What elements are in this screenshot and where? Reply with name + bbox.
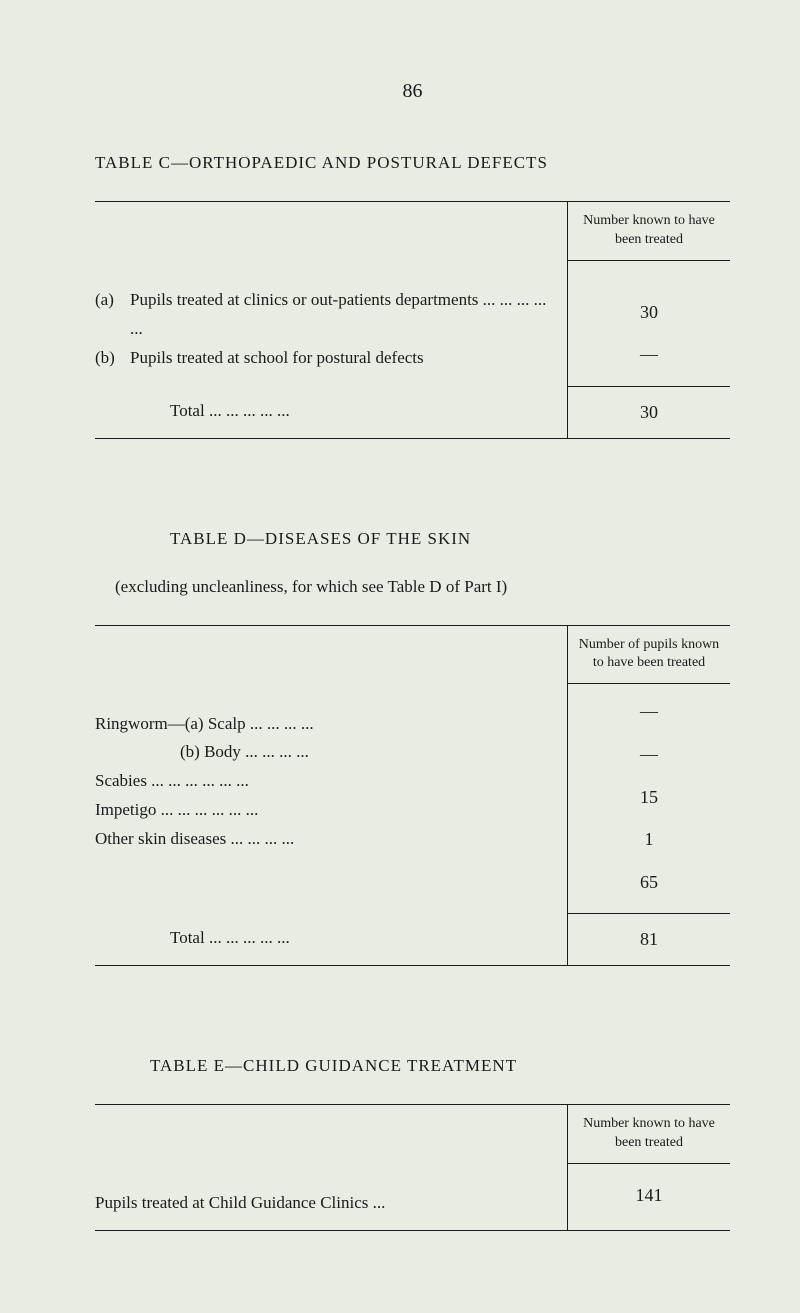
table-row: (b) Pupils treated at school for postura… xyxy=(95,344,559,373)
table-e-title: TABLE E—CHILD GUIDANCE TREATMENT xyxy=(95,1056,730,1076)
table-c: TABLE C—ORTHOPAEDIC AND POSTURAL DEFECTS… xyxy=(95,153,730,439)
total-value-col: 30 xyxy=(567,387,730,438)
cell-value: — xyxy=(568,733,730,776)
cell-value: 65 xyxy=(568,861,730,904)
table-d-total: Total ... ... ... ... ... 81 xyxy=(95,914,730,965)
row-text: Ringworm—(a) Scalp ... ... ... ... xyxy=(95,710,559,739)
total-value: 81 xyxy=(568,914,730,965)
total-label: Total ... ... ... ... ... xyxy=(95,387,567,438)
cell-value: — xyxy=(568,690,730,733)
total-label: Total ... ... ... ... ... xyxy=(95,914,567,965)
table-e-right: Number known to have been treated 141 xyxy=(567,1105,730,1230)
table-c-total: Total ... ... ... ... ... 30 xyxy=(95,387,730,438)
rule xyxy=(95,438,730,439)
col-header: Number known to have been treated xyxy=(568,1105,730,1163)
total-value-col: 81 xyxy=(567,914,730,965)
cell-value: — xyxy=(568,333,730,376)
table-c-title: TABLE C—ORTHOPAEDIC AND POSTURAL DEFECTS xyxy=(95,153,730,173)
col-header: Number of pupils known to have been trea… xyxy=(568,626,730,684)
table-row: (a) Pupils treated at clinics or out-pat… xyxy=(95,286,559,344)
table-d-right: Number of pupils known to have been trea… xyxy=(567,626,730,915)
table-e-container: Pupils treated at Child Guidance Clinics… xyxy=(95,1105,730,1230)
total-value: 30 xyxy=(568,387,730,438)
table-d-left: Ringworm—(a) Scalp ... ... ... ... (b) B… xyxy=(95,626,567,915)
table-e-left: Pupils treated at Child Guidance Clinics… xyxy=(95,1105,567,1230)
rule xyxy=(95,1230,730,1231)
cell-value: 141 xyxy=(568,1174,730,1217)
row-text: Scabies ... ... ... ... ... ... xyxy=(95,767,559,796)
row-marker: (b) xyxy=(95,344,130,373)
cell-value: 15 xyxy=(568,776,730,819)
values: — — 15 1 65 xyxy=(568,684,730,913)
table-c-right: Number known to have been treated 30 — xyxy=(567,202,730,387)
table-c-left: (a) Pupils treated at clinics or out-pat… xyxy=(95,202,567,387)
row-text: Pupils treated at Child Guidance Clinics… xyxy=(95,1189,559,1218)
col-header: Number known to have been treated xyxy=(568,202,730,260)
row-text: Other skin diseases ... ... ... ... xyxy=(95,825,559,854)
table-d-container: Ringworm—(a) Scalp ... ... ... ... (b) B… xyxy=(95,626,730,915)
table-d-title: TABLE D—DISEASES OF THE SKIN xyxy=(95,529,730,549)
cell-value: 30 xyxy=(568,291,730,334)
row-marker: (a) xyxy=(95,286,130,315)
row-text: Pupils treated at clinics or out-patient… xyxy=(130,286,559,344)
table-e: TABLE E—CHILD GUIDANCE TREATMENT Pupils … xyxy=(95,1056,730,1231)
document-page: 86 TABLE C—ORTHOPAEDIC AND POSTURAL DEFE… xyxy=(0,0,800,1291)
row-text: (b) Body ... ... ... ... xyxy=(95,738,559,767)
row-text: Pupils treated at school for postural de… xyxy=(130,344,559,373)
table-d-subtitle: (excluding uncleanliness, for which see … xyxy=(95,577,730,597)
table-c-container: (a) Pupils treated at clinics or out-pat… xyxy=(95,202,730,387)
values: 30 — xyxy=(568,261,730,386)
row-text: Impetigo ... ... ... ... ... ... xyxy=(95,796,559,825)
table-d: TABLE D—DISEASES OF THE SKIN (excluding … xyxy=(95,529,730,966)
values: 141 xyxy=(568,1164,730,1227)
rule xyxy=(95,965,730,966)
page-number: 86 xyxy=(95,80,730,103)
cell-value: 1 xyxy=(568,818,730,861)
